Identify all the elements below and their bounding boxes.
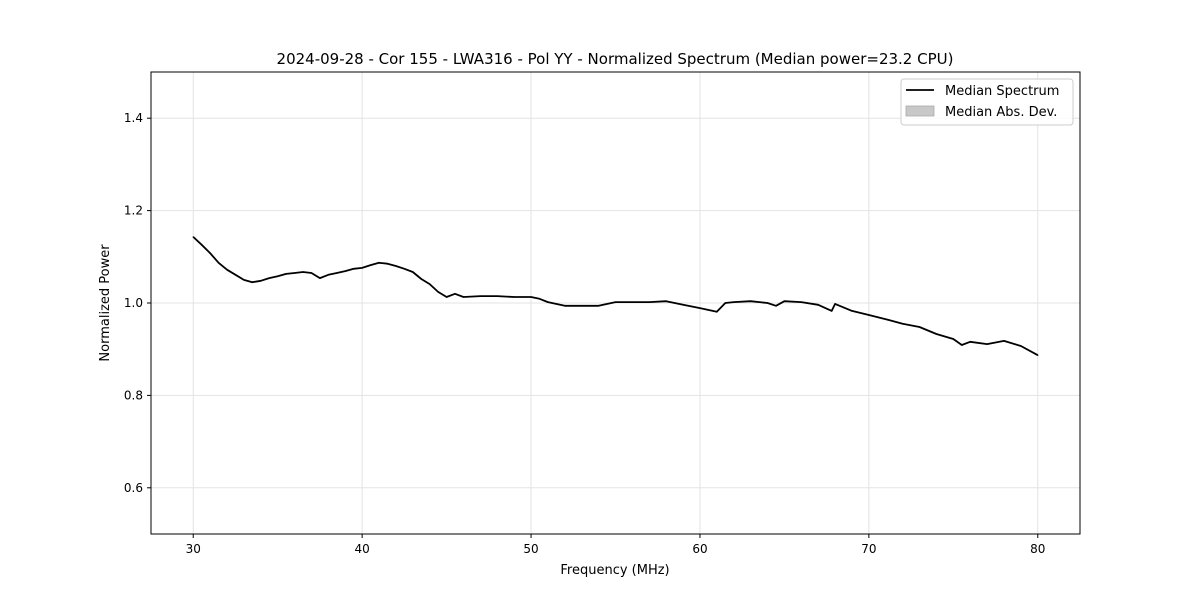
- data-point: [462, 296, 465, 298]
- data-point: [429, 283, 431, 285]
- data-point: [302, 271, 304, 273]
- data-point: [598, 305, 600, 307]
- data-point: [201, 244, 203, 246]
- data-point: [766, 302, 769, 304]
- x-tick-label: 30: [186, 542, 201, 556]
- legend-label-median-spectrum: Median Spectrum: [945, 84, 1059, 99]
- y-tick-label: 0.8: [124, 388, 143, 402]
- data-point: [319, 277, 321, 279]
- legend-patch-swatch: [905, 105, 935, 117]
- data-point: [581, 305, 583, 307]
- data-point: [454, 293, 456, 295]
- data-point: [885, 318, 887, 320]
- data-point: [783, 300, 786, 302]
- data-point: [293, 272, 296, 274]
- data-point: [614, 301, 617, 303]
- data-point: [902, 323, 904, 325]
- plot-area: [192, 236, 1039, 356]
- data-point: [268, 277, 270, 279]
- data-point: [386, 263, 389, 265]
- data-point: [251, 281, 253, 283]
- data-point: [403, 268, 405, 270]
- y-axis: 0.6 0.8 1.0 1.2 1.4: [124, 111, 151, 495]
- data-point: [918, 326, 921, 328]
- data-point: [217, 262, 220, 264]
- data-point: [547, 301, 549, 303]
- data-point: [395, 265, 397, 267]
- data-point: [353, 268, 355, 270]
- data-point: [564, 305, 566, 307]
- data-point: [344, 270, 346, 272]
- data-point: [285, 273, 287, 275]
- data-point: [1037, 354, 1039, 356]
- data-point: [412, 271, 414, 273]
- x-tick-label: 70: [861, 542, 876, 556]
- data-point: [733, 301, 735, 303]
- data-point: [834, 303, 836, 305]
- data-point: [260, 280, 262, 282]
- x-tick-label: 60: [692, 542, 707, 556]
- y-axis-label: Normalized Power: [98, 244, 113, 362]
- y-tick-label: 1.4: [124, 111, 143, 125]
- data-point: [310, 272, 313, 274]
- legend-box: [900, 78, 1074, 126]
- data-point: [530, 296, 532, 298]
- data-point: [952, 338, 954, 340]
- data-point: [986, 343, 988, 345]
- data-point: [961, 344, 963, 346]
- chart-title: 2024-09-28 - Cor 155 - LWA316 - Pol YY -…: [277, 50, 954, 68]
- data-point: [445, 296, 448, 298]
- data-point: [513, 296, 515, 298]
- data-point: [817, 304, 819, 306]
- data-point: [243, 279, 245, 281]
- data-point: [1003, 340, 1005, 342]
- data-point: [361, 267, 363, 269]
- data-point: [699, 307, 701, 309]
- x-axis-label: Frequency (MHz): [560, 563, 669, 578]
- legend: Median Spectrum Median Abs. Dev.: [900, 78, 1074, 126]
- data-point: [336, 272, 338, 274]
- data-point: [437, 291, 439, 293]
- data-point: [226, 269, 228, 271]
- data-point: [716, 311, 718, 313]
- data-point: [277, 275, 279, 277]
- data-point: [420, 278, 422, 280]
- data-point: [631, 301, 633, 303]
- data-point: [851, 310, 853, 312]
- data-point: [724, 302, 726, 304]
- data-point: [648, 301, 650, 303]
- data-point: [750, 300, 752, 302]
- data-point: [378, 262, 380, 264]
- x-tick-label: 50: [523, 542, 538, 556]
- x-tick-label: 40: [354, 542, 369, 556]
- data-point: [775, 305, 777, 307]
- data-point: [831, 310, 833, 312]
- data-point: [369, 264, 372, 266]
- data-point: [538, 298, 541, 300]
- data-point: [234, 274, 237, 276]
- y-tick-label: 0.6: [124, 481, 143, 495]
- data-point: [800, 301, 802, 303]
- x-tick-label: 80: [1030, 542, 1045, 556]
- median-spectrum-line: [192, 236, 1039, 356]
- data-point: [479, 295, 481, 297]
- data-point: [192, 236, 194, 238]
- data-point: [969, 341, 971, 343]
- x-axis: 30 40 50 60 70 80: [186, 534, 1045, 556]
- data-point: [935, 333, 938, 335]
- y-tick-label: 1.0: [124, 296, 143, 310]
- legend-label-median-abs-dev: Median Abs. Dev.: [945, 105, 1057, 120]
- data-point: [665, 300, 667, 302]
- data-point: [1020, 345, 1022, 347]
- data-point: [868, 314, 870, 316]
- data-point: [209, 252, 211, 254]
- y-tick-label: 1.2: [124, 204, 143, 218]
- data-point: [327, 274, 329, 276]
- data-point: [496, 295, 498, 297]
- data-point: [682, 304, 684, 306]
